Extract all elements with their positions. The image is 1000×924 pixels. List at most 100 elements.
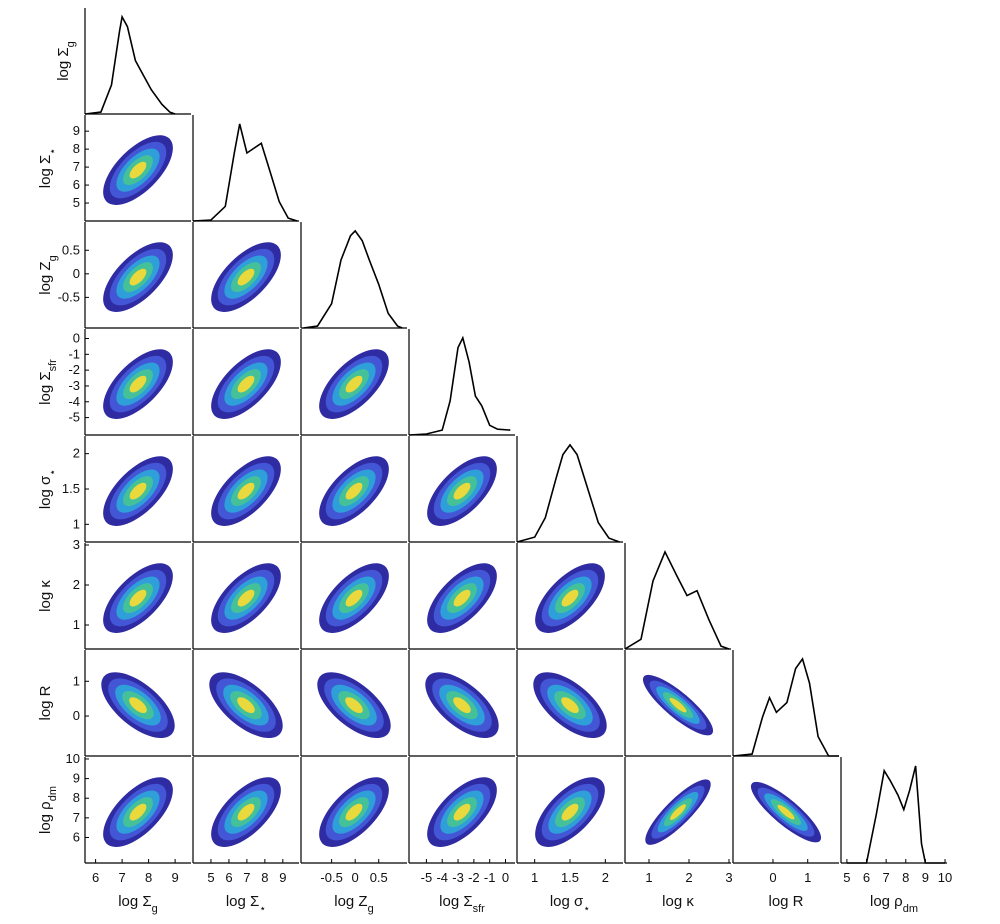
- density-contour: [345, 589, 363, 607]
- x-tick-label: 0: [352, 870, 359, 885]
- axis-label-text: log Σ: [226, 893, 259, 910]
- density-contour: [453, 589, 471, 607]
- axis-label-text: log Σ: [439, 893, 472, 910]
- axis-label-text: log Σ: [55, 47, 72, 80]
- density-contour: [237, 803, 255, 821]
- panel: [516, 543, 623, 650]
- axis-label-text: log ρ: [870, 893, 903, 910]
- x-tick-label: 7: [118, 870, 125, 885]
- panel: [192, 222, 299, 329]
- density-contour: [345, 803, 363, 821]
- density-curve: [408, 335, 511, 436]
- axis-label: log Σg: [118, 893, 158, 915]
- axis-label-text: log Σ: [118, 893, 151, 910]
- x-tick-label: 1: [531, 870, 538, 885]
- y-tick-label: 7: [73, 810, 80, 825]
- axis-label: log R: [37, 685, 54, 720]
- panel: [192, 543, 299, 650]
- axis-label-subscript: dm: [903, 903, 918, 915]
- density-contour: [453, 482, 471, 500]
- axis-label-text: log Σ: [37, 155, 54, 188]
- axis-label: log κ: [662, 893, 694, 910]
- x-tick-label: 8: [261, 870, 268, 885]
- axis-label-subscript: dm: [47, 786, 59, 801]
- axis-label: log ρdm: [37, 786, 59, 834]
- y-tick-label: 0: [73, 330, 80, 345]
- density-contour: [561, 697, 579, 714]
- axis-label: log R: [768, 893, 803, 910]
- panel: [192, 329, 299, 436]
- panel: [300, 329, 407, 436]
- x-tick-label: 8: [145, 870, 152, 885]
- axis-label: log κ: [37, 580, 54, 612]
- density-contour: [670, 804, 686, 820]
- y-tick-label: 1: [73, 516, 80, 531]
- panel: [84, 543, 191, 650]
- panel: [300, 757, 407, 864]
- panel: [192, 650, 299, 757]
- panel: [84, 222, 191, 329]
- y-tick-label: 0.5: [62, 242, 80, 257]
- panel: [408, 757, 515, 864]
- x-tick-label: -1: [484, 870, 496, 885]
- x-tick-label: 5: [843, 870, 850, 885]
- x-tick-label: 2: [602, 870, 609, 885]
- panel: [192, 757, 299, 864]
- panel: [300, 436, 407, 543]
- density-contour: [129, 268, 147, 286]
- y-tick-label: 10: [66, 751, 80, 766]
- x-tick-label: 8: [902, 870, 909, 885]
- density-contour: [453, 697, 471, 714]
- panel: [624, 543, 731, 650]
- x-tick-label: 5: [207, 870, 214, 885]
- density-curve: [846, 765, 945, 864]
- axis-label-subscript: g: [368, 903, 374, 915]
- axis-label-text: log Σ: [37, 371, 54, 404]
- y-tick-label: 2: [73, 446, 80, 461]
- x-tick-label: 2: [685, 870, 692, 885]
- density-contour: [669, 697, 687, 713]
- panel: [516, 757, 623, 864]
- density-contour: [129, 589, 147, 607]
- density-contour: [453, 803, 471, 821]
- panel: [84, 650, 191, 757]
- panel: [84, 436, 191, 543]
- y-tick-label: 3: [73, 537, 80, 552]
- x-tick-label: 1: [804, 870, 811, 885]
- density-contour: [345, 375, 363, 393]
- x-tick-label: 1.5: [561, 870, 579, 885]
- density-curve: [624, 549, 730, 650]
- y-tick-label: -0.5: [58, 289, 80, 304]
- panel: [192, 115, 299, 222]
- axis-label-text: log σ: [550, 893, 584, 910]
- y-tick-label: 8: [73, 790, 80, 805]
- axis-label-text: log κ: [662, 893, 694, 910]
- axis-label: log Zg: [334, 893, 373, 915]
- axis-label: log σ⋆: [37, 469, 59, 509]
- y-tick-label: 9: [73, 123, 80, 138]
- y-tick-label: 2: [73, 577, 80, 592]
- density-contour: [129, 161, 147, 179]
- x-tick-label: 6: [92, 870, 99, 885]
- axis-label: log Σsfr: [439, 893, 485, 915]
- y-tick-label: 1: [73, 673, 80, 688]
- density-contour: [237, 697, 255, 714]
- axis-label-subscript: ⋆: [583, 903, 590, 915]
- x-tick-label: -4: [436, 870, 448, 885]
- x-tick-label: 9: [171, 870, 178, 885]
- axis-label-subscript: ⋆: [259, 903, 266, 915]
- panel: [408, 436, 515, 543]
- axis-label-subscript: g: [152, 903, 158, 915]
- panel: [300, 543, 407, 650]
- axis-label: log Σ⋆: [37, 148, 59, 188]
- x-tick-label: -2: [468, 870, 480, 885]
- axis-label: log ρdm: [870, 893, 918, 915]
- y-tick-label: -3: [68, 378, 80, 393]
- y-tick-label: 6: [73, 177, 80, 192]
- x-tick-label: 7: [243, 870, 250, 885]
- density-contour: [237, 589, 255, 607]
- x-tick-label: 3: [725, 870, 732, 885]
- y-tick-label: -2: [68, 362, 80, 377]
- panel: [624, 757, 731, 864]
- axis-label-text: log R: [768, 893, 803, 910]
